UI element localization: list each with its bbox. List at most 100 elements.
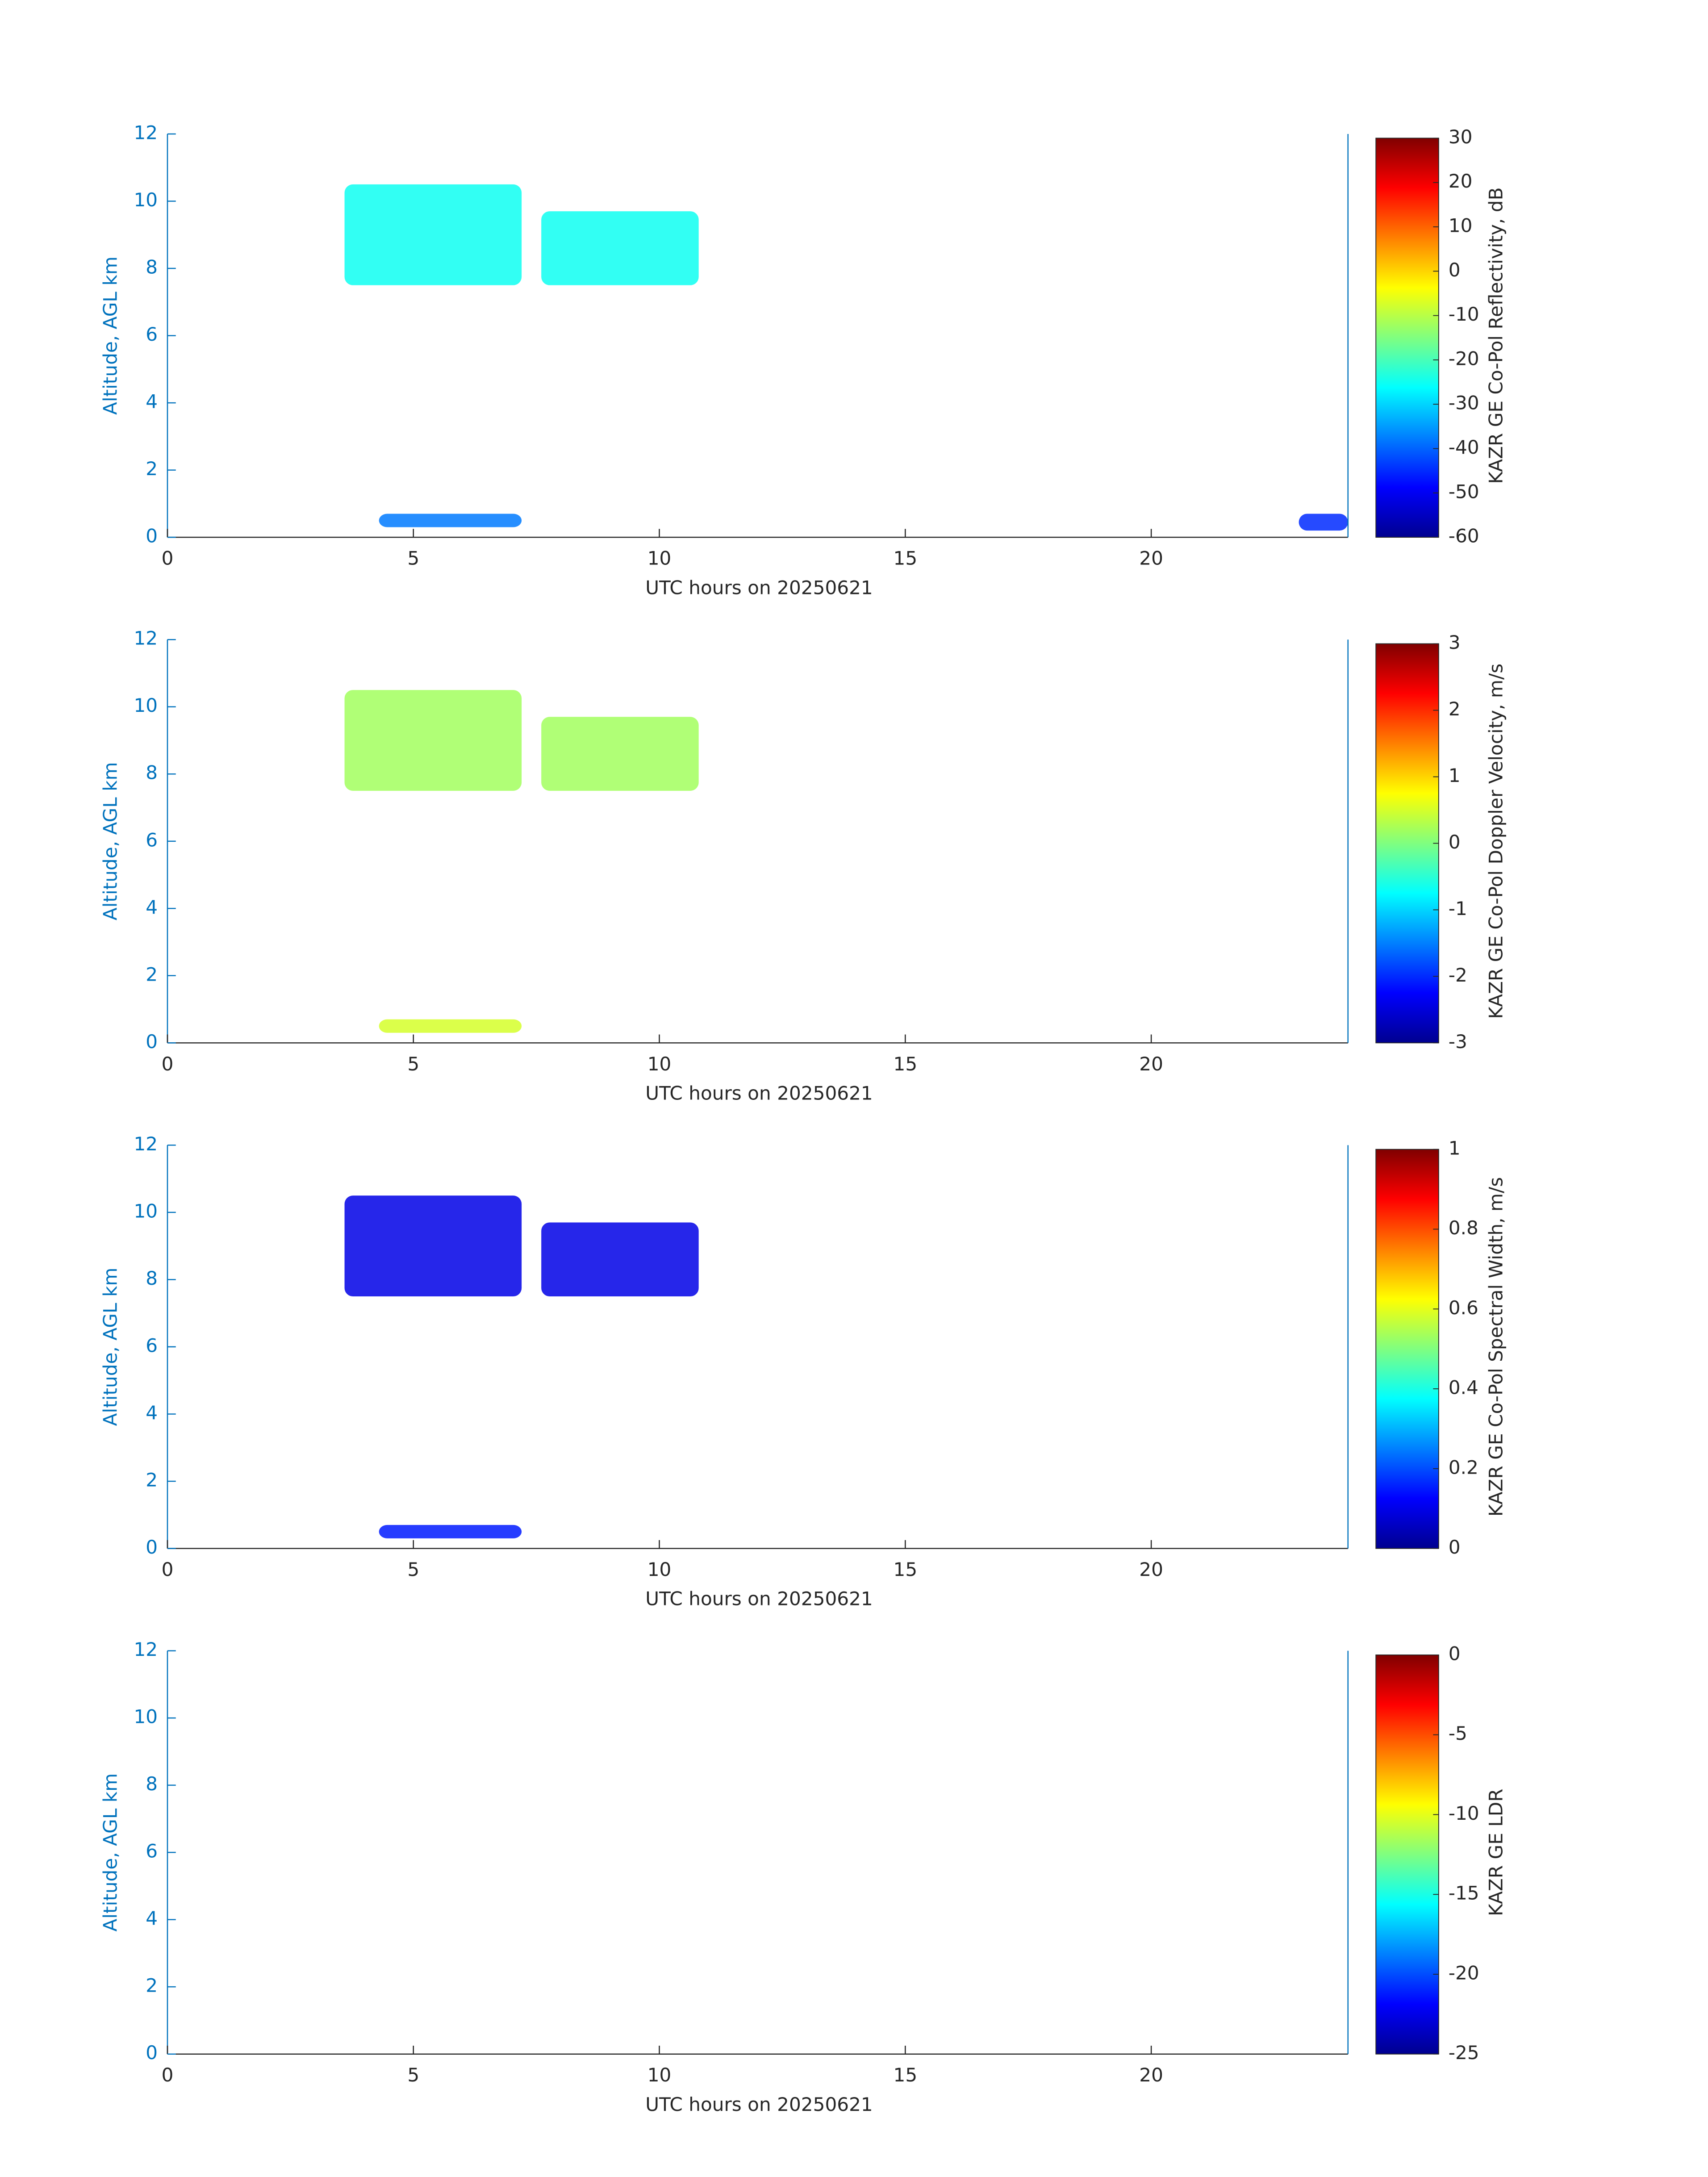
x-axis-label: UTC hours on 20250621 [645,2093,873,2115]
colorbar-tick-label: -30 [1449,392,1479,414]
y-tick-label: 8 [146,1773,158,1795]
colorbar [1375,1149,1439,1549]
colorbar-label: KAZR GE LDR [1485,1788,1507,1916]
y-tick-label: 6 [146,1840,158,1862]
colorbar-tick-label: -50 [1449,481,1479,502]
x-tick-label: 0 [162,1053,174,1075]
x-axis-label: UTC hours on 20250621 [645,1082,873,1104]
y-tick-label: 10 [134,189,158,211]
colorbar-tick-label: 0.6 [1449,1297,1478,1319]
x-tick-label: 15 [894,2064,918,2086]
x-tick-label: 10 [647,1559,672,1580]
y-axis-label: Altitude, AGL km [100,1268,121,1426]
radar-echo [541,211,699,285]
radar-echo [344,184,522,285]
radar-echo [344,1195,522,1297]
y-axis-label: Altitude, AGL km [99,256,121,415]
colorbar-tick-label: -40 [1449,436,1479,458]
colorbar-tick-label: -5 [1449,1722,1467,1744]
y-tick-label: 0 [146,2042,158,2064]
radar-echo [541,1222,699,1297]
y-tick-label: 6 [146,323,158,345]
colorbar-tick-label: 3 [1449,631,1461,653]
y-axis-label: Altitude, AGL km [100,762,121,920]
colorbar [1375,1655,1439,2055]
colorbar-tick-label: -2 [1449,964,1467,986]
colorbar-tick-label: -20 [1449,347,1479,369]
x-tick-label: 5 [407,1559,419,1580]
y-tick-label: 8 [146,1267,158,1289]
y-tick-label: 6 [146,1334,158,1356]
colorbar-tick-label: 30 [1449,126,1473,148]
colorbar-tick-label: 0.2 [1449,1456,1478,1478]
y-axis-label: Altitude, AGL km [99,1773,121,1932]
colorbar-tick-label: -10 [1449,303,1479,325]
x-tick-label: 10 [647,1053,672,1075]
y-tick-label: 4 [146,896,158,918]
y-tick-label: 4 [146,391,158,413]
y-tick-label: 4 [146,1907,158,1929]
colorbar-label: KAZR GE Co-Pol Spectral Width, m/s [1485,1177,1507,1517]
y-tick-label: 12 [134,627,158,649]
y-tick-label: 12 [134,122,158,144]
colorbar-label: KAZR GE Co-Pol Reflectivity, dB [1485,187,1507,484]
x-tick-label: 0 [162,547,174,569]
colorbar-tick-label: 0.4 [1449,1377,1478,1399]
radar-echo [379,1019,522,1033]
y-tick-label: 12 [134,1638,158,1660]
y-tick-label: 8 [146,256,158,278]
radar-echo [379,514,522,527]
colorbar-tick-label: -60 [1449,525,1479,547]
y-tick-label: 0 [146,1031,158,1053]
x-tick-label: 10 [647,2064,672,2086]
x-tick-label: 0 [162,2064,174,2086]
y-tick-label: 2 [146,963,158,985]
y-tick-label: 0 [146,1536,158,1558]
radar-echo [344,690,522,791]
y-tick-label: 8 [146,762,158,784]
colorbar-tick-label: -15 [1449,1882,1479,1904]
colorbar-tick-label: 10 [1449,214,1473,236]
y-tick-label: 2 [146,1469,158,1491]
y-tick-label: 10 [134,1200,158,1222]
x-tick-label: 5 [407,2064,419,2086]
x-tick-label: 0 [162,1559,174,1580]
y-tick-label: 12 [134,1133,158,1155]
colorbar-tick-label: -25 [1449,2042,1479,2064]
colorbar-tick-label: 0.8 [1449,1217,1478,1239]
x-tick-label: 15 [894,1053,918,1075]
x-tick-label: 15 [894,1559,918,1580]
y-tick-label: 0 [146,525,158,547]
radar-echo [379,1525,522,1538]
x-tick-label: 5 [407,547,419,569]
x-tick-label: 20 [1139,2064,1163,2086]
x-tick-label: 15 [894,547,918,569]
colorbar-tick-label: 1 [1449,1137,1461,1159]
x-tick-label: 20 [1139,1559,1163,1580]
y-tick-label: 4 [146,1402,158,1424]
radar-echo [1299,514,1348,531]
y-tick-label: 2 [146,458,158,480]
colorbar-tick-label: 20 [1449,170,1473,192]
x-tick-label: 20 [1139,547,1163,569]
colorbar-tick-label: 0 [1449,1536,1461,1558]
colorbar-tick-label: 1 [1449,765,1461,786]
colorbar [1375,643,1439,1044]
y-tick-label: 10 [134,1706,158,1728]
colorbar-tick-label: -10 [1449,1802,1479,1824]
y-tick-label: 10 [134,694,158,716]
colorbar-tick-label: -3 [1449,1031,1467,1053]
x-tick-label: 5 [407,1053,419,1075]
colorbar-tick-label: -20 [1449,1962,1479,1984]
radar-echo [541,717,699,791]
colorbar-tick-label: 0 [1449,1642,1461,1664]
colorbar-tick-label: 2 [1449,698,1461,720]
colorbar-tick-label: 0 [1449,259,1461,281]
colorbar-label: KAZR GE Co-Pol Doppler Velocity, m/s [1485,664,1507,1019]
y-tick-label: 2 [146,1975,158,1997]
colorbar-tick-label: 0 [1449,831,1461,853]
x-axis-label: UTC hours on 20250621 [645,577,873,598]
y-tick-label: 6 [146,829,158,851]
